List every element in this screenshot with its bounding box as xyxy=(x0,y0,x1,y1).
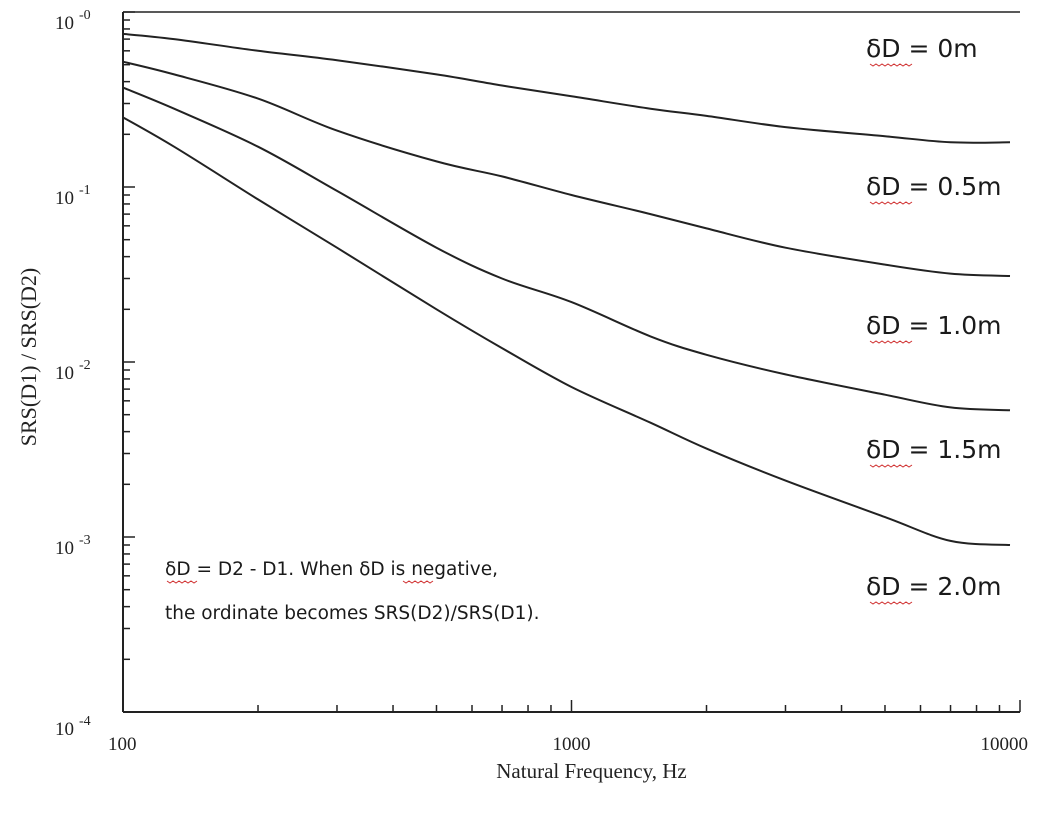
spellcheck-underline xyxy=(402,580,434,584)
series-line-2 xyxy=(122,86,1011,412)
spellcheck-underline xyxy=(166,580,198,584)
y-tick-exponent: -4 xyxy=(79,714,91,729)
y-tick-base: 10 xyxy=(55,719,74,740)
y-tick-base: 10 xyxy=(55,363,74,384)
series-label-4: δD = 2.0m xyxy=(866,572,1002,605)
series-label-2-prefix: δD xyxy=(866,311,901,340)
spellcheck-underline xyxy=(869,601,913,605)
series-label-4-text: = 2.0m xyxy=(901,572,1002,601)
series-label-3-prefix: δD xyxy=(866,435,901,464)
series-label-1-text: = 0.5m xyxy=(901,172,1002,201)
series-label-1-prefix: δD xyxy=(866,172,901,201)
series-line-0 xyxy=(122,32,1011,144)
annotation-delta: δD xyxy=(359,559,385,580)
svg-text:δD = 0m: δD = 0m xyxy=(866,34,978,63)
annotation-text-c: is negative, xyxy=(385,559,498,580)
series-label-2: δD = 1.0m xyxy=(866,311,1002,344)
series-line-3 xyxy=(122,116,1011,546)
annotation-prefix: δD xyxy=(165,559,191,580)
svg-text:δD = 1.0m: δD = 1.0m xyxy=(866,311,1002,340)
y-tick-exponent: -2 xyxy=(79,358,91,373)
series-label-3: δD = 1.5m xyxy=(866,435,1002,468)
series-label-0-text: = 0m xyxy=(901,34,978,63)
y-tick-exponent: -3 xyxy=(79,533,91,548)
series-label-3-text: = 1.5m xyxy=(901,435,1002,464)
y-tick-label: 10 -0 xyxy=(55,8,91,34)
y-tick-base: 10 xyxy=(55,13,74,34)
spellcheck-underline xyxy=(869,63,913,67)
spellcheck-underline xyxy=(869,340,913,344)
x-tick-label: 100 xyxy=(108,734,137,755)
y-tick-label: 10 -4 xyxy=(55,714,91,740)
y-tick-label: 10 -3 xyxy=(55,533,91,559)
axes: 100 1000 10000 10 -0 10 -1 10 -2 10 -3 10 -4 Natural … xyxy=(16,8,1028,783)
series-label-0: δD = 0m xyxy=(866,34,978,67)
annotation-line2: the ordinate becomes SRS(D2)/SRS(D1). xyxy=(165,603,540,624)
spellcheck-underline xyxy=(869,201,913,205)
y-tick-base: 10 xyxy=(55,538,74,559)
svg-text:δD = 1.5m: δD = 1.5m xyxy=(866,435,1002,464)
svg-text:δD = 0.5m: δD = 0.5m xyxy=(866,172,1002,201)
spellcheck-underline xyxy=(869,464,913,468)
y-tick-exponent: -1 xyxy=(79,183,91,198)
y-tick-exponent: -0 xyxy=(79,8,91,23)
svg-text:δD = D2 - D1. When δD is negat: δD = D2 - D1. When δD is negative, xyxy=(165,559,498,580)
series-label-0-prefix: δD xyxy=(866,34,901,63)
series-line-1 xyxy=(122,60,1011,277)
svg-text:δD = 2.0m: δD = 2.0m xyxy=(866,572,1002,601)
annotation: δD = D2 - D1. When δD is negative, the o… xyxy=(165,559,540,624)
x-axis-label: Natural Frequency, Hz xyxy=(496,759,686,783)
x-tick-label: 10000 xyxy=(981,734,1029,755)
series-label-2-text: = 1.0m xyxy=(901,311,1002,340)
y-tick-label: 10 -2 xyxy=(55,358,91,384)
series-label-4-prefix: δD xyxy=(866,572,901,601)
annotation-text-a: = D2 - D1. When xyxy=(191,559,360,580)
y-tick-base: 10 xyxy=(55,188,74,209)
y-axis-label: SRS(D1) / SRS(D2) xyxy=(16,268,41,446)
series-lines xyxy=(122,32,1011,546)
x-tick-label: 1000 xyxy=(553,734,591,755)
y-tick-label: 10 -1 xyxy=(55,183,91,209)
series-label-1: δD = 0.5m xyxy=(866,172,1002,205)
